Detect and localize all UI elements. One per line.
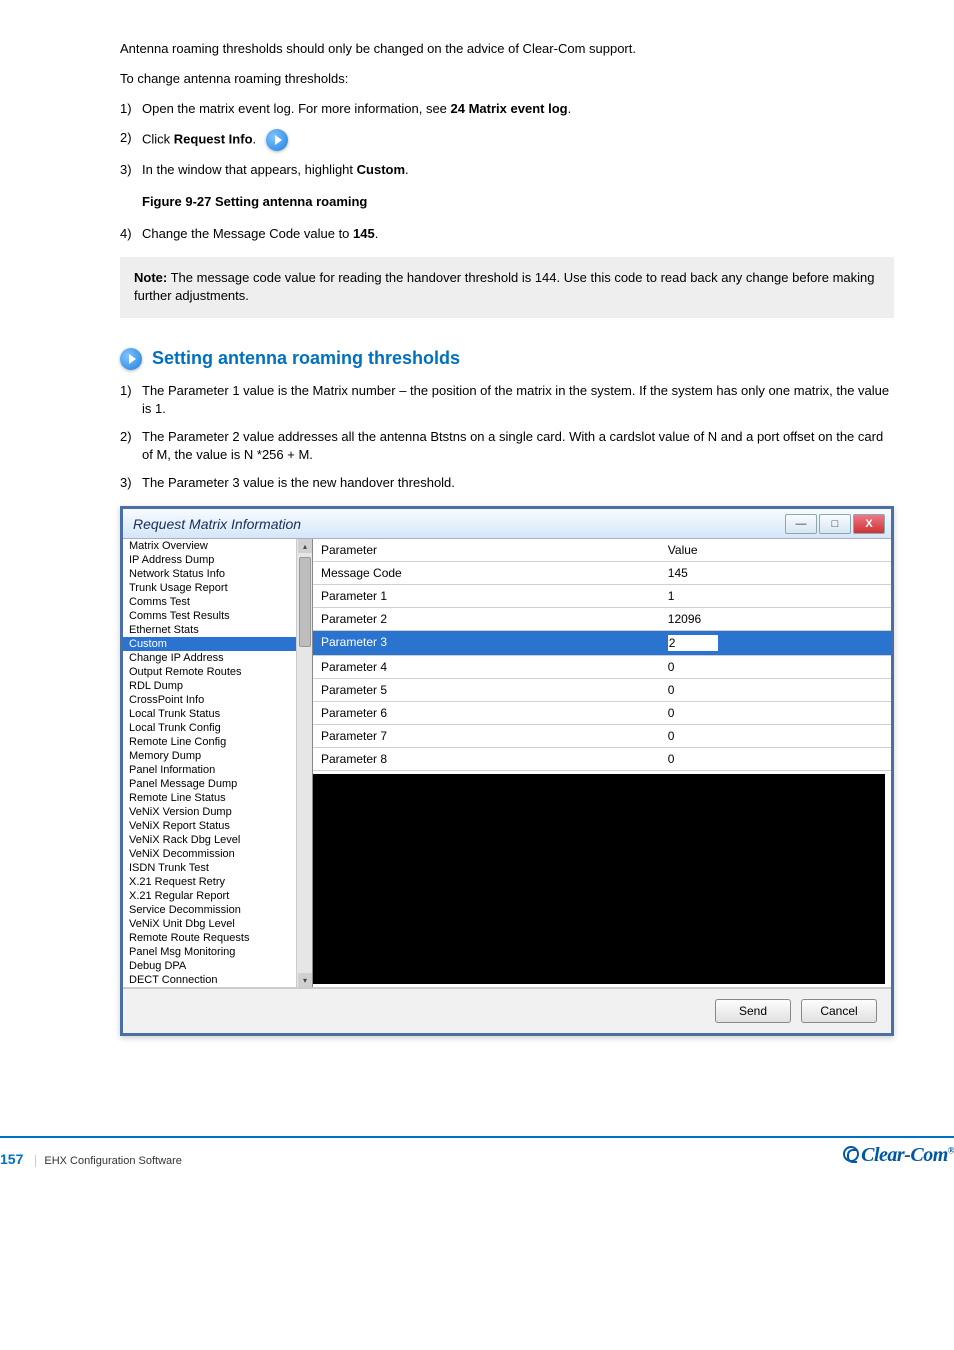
sidebar-item[interactable]: VeNiX Decommission bbox=[123, 847, 312, 861]
sidebar-item[interactable]: Change IP Address bbox=[123, 651, 312, 665]
sidebar-item[interactable]: VeNiX Unit Dbg Level bbox=[123, 917, 312, 931]
play-icon bbox=[120, 348, 142, 370]
sidebar-item[interactable]: Local Trunk Config bbox=[123, 721, 312, 735]
close-button[interactable]: X bbox=[853, 514, 885, 534]
sidebar-item[interactable]: Network Status Info bbox=[123, 567, 312, 581]
play-icon bbox=[266, 129, 288, 151]
clearcom-logo: Clear-Com® bbox=[843, 1144, 954, 1167]
sidebar-item[interactable]: CrossPoint Info bbox=[123, 693, 312, 707]
scroll-down-icon[interactable]: ▾ bbox=[298, 973, 312, 987]
param-row[interactable]: Parameter 212096 bbox=[313, 608, 891, 631]
col-parameter: Parameter bbox=[313, 539, 660, 561]
logo-icon bbox=[843, 1146, 859, 1162]
param-row[interactable]: Message Code145 bbox=[313, 562, 891, 585]
sidebar-item[interactable]: Trunk Usage Report bbox=[123, 581, 312, 595]
output-area bbox=[313, 774, 885, 984]
sidebar-item[interactable]: Service Decommission bbox=[123, 903, 312, 917]
sidebar-item[interactable]: VeNiX Rack Dbg Level bbox=[123, 833, 312, 847]
footer-title: EHX Configuration Software bbox=[35, 1155, 182, 1167]
sidebar-item[interactable]: X.21 Request Retry bbox=[123, 875, 312, 889]
sidebar-item[interactable]: DECT Connection bbox=[123, 973, 312, 987]
sidebar-item[interactable]: Panel Msg Monitoring bbox=[123, 945, 312, 959]
steps2-2: 2) The Parameter 2 value addresses all t… bbox=[142, 428, 894, 464]
sidebar-item[interactable]: Comms Test bbox=[123, 595, 312, 609]
dialog-title: Request Matrix Information bbox=[123, 516, 301, 532]
sidebar-item[interactable]: Output Remote Routes bbox=[123, 665, 312, 679]
sidebar-item[interactable]: RDL Dump bbox=[123, 679, 312, 693]
sidebar-item[interactable]: X.21 Regular Report bbox=[123, 889, 312, 903]
sidebar-item[interactable]: Remote Line Status bbox=[123, 791, 312, 805]
scrollbar[interactable]: ▴ ▾ bbox=[296, 539, 312, 987]
scroll-up-icon[interactable]: ▴ bbox=[298, 539, 312, 553]
minimize-button[interactable]: — bbox=[785, 514, 817, 534]
sidebar-item[interactable]: Local Trunk Status bbox=[123, 707, 312, 721]
sidebar-item[interactable]: VeNiX Version Dump bbox=[123, 805, 312, 819]
note-box: Note: The message code value for reading… bbox=[120, 257, 894, 317]
sidebar-item[interactable]: Remote Line Config bbox=[123, 735, 312, 749]
send-button[interactable]: Send bbox=[715, 999, 791, 1023]
steps2-3: 3) The Parameter 3 value is the new hand… bbox=[142, 474, 894, 492]
request-matrix-dialog: Request Matrix Information — □ X Matrix … bbox=[120, 506, 894, 1036]
param-row[interactable]: Parameter 11 bbox=[313, 585, 891, 608]
sidebar-item[interactable]: Comms Test Results bbox=[123, 609, 312, 623]
note-text: The message code value for reading the h… bbox=[134, 270, 875, 303]
sidebar-item[interactable]: Custom bbox=[123, 637, 312, 651]
param-row[interactable]: Parameter 70 bbox=[313, 725, 891, 748]
sidebar-item[interactable]: Debug DPA bbox=[123, 959, 312, 973]
dialog-titlebar: Request Matrix Information — □ X bbox=[123, 509, 891, 539]
scroll-thumb[interactable] bbox=[299, 557, 311, 647]
sidebar-item[interactable]: ISDN Trunk Test bbox=[123, 861, 312, 875]
page-number: 157 bbox=[0, 1151, 35, 1167]
link-matrix-event-log[interactable]: 24 Matrix event log bbox=[451, 101, 568, 116]
param-header: Parameter Value bbox=[313, 539, 891, 562]
value-input[interactable] bbox=[668, 635, 718, 651]
col-value: Value bbox=[660, 539, 891, 561]
sidebar-item[interactable]: Panel Message Dump bbox=[123, 777, 312, 791]
sidebar-item[interactable]: Ethernet Stats bbox=[123, 623, 312, 637]
param-row[interactable]: Parameter 80 bbox=[313, 748, 891, 771]
sidebar-item[interactable]: IP Address Dump bbox=[123, 553, 312, 567]
step-3: 3) In the window that appears, highlight… bbox=[142, 161, 894, 211]
sidebar-item[interactable]: Memory Dump bbox=[123, 749, 312, 763]
steps2-1: 1) The Parameter 1 value is the Matrix n… bbox=[142, 382, 894, 418]
sidebar-list[interactable]: Matrix OverviewIP Address DumpNetwork St… bbox=[123, 539, 313, 987]
sidebar-item[interactable]: Remote Route Requests bbox=[123, 931, 312, 945]
note-label: Note: bbox=[134, 270, 167, 285]
figure-caption: Figure 9-27 Setting antenna roaming bbox=[142, 193, 894, 211]
request-info-label: Request Info bbox=[174, 131, 253, 146]
param-row[interactable]: Parameter 60 bbox=[313, 702, 891, 725]
step-4: 4) Change the Message Code value to 145. bbox=[142, 225, 894, 243]
sidebar-item[interactable]: Matrix Overview bbox=[123, 539, 312, 553]
section-title: Setting antenna roaming thresholds bbox=[152, 348, 460, 369]
maximize-button[interactable]: □ bbox=[819, 514, 851, 534]
intro-text-2: To change antenna roaming thresholds: bbox=[120, 70, 894, 88]
sidebar-item[interactable]: Panel Information bbox=[123, 763, 312, 777]
step-1: 1) Open the matrix event log. For more i… bbox=[142, 100, 894, 118]
param-row[interactable]: Parameter 50 bbox=[313, 679, 891, 702]
intro-text-1: Antenna roaming thresholds should only b… bbox=[120, 40, 894, 58]
step-2: 2) Click Request Info. bbox=[142, 129, 894, 151]
param-row[interactable]: Parameter 40 bbox=[313, 656, 891, 679]
cancel-button[interactable]: Cancel bbox=[801, 999, 877, 1023]
param-row[interactable]: Parameter 3 bbox=[313, 631, 891, 656]
sidebar-item[interactable]: VeNiX Report Status bbox=[123, 819, 312, 833]
